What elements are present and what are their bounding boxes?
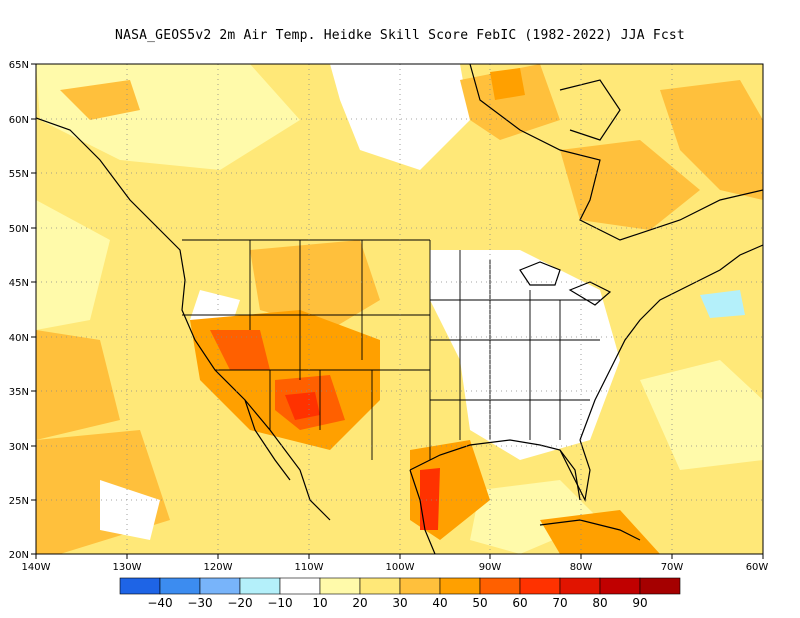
colorbar-label: 10	[312, 596, 328, 610]
colorbar-swatch	[359, 577, 401, 595]
lat-label: 60N	[9, 115, 29, 126]
lon-label: 110W	[295, 562, 324, 573]
colorbar-swatch	[519, 577, 561, 595]
colorbar-label: 20	[352, 596, 368, 610]
lon-label: 130W	[113, 562, 142, 573]
colorbar	[119, 577, 681, 595]
colorbar-swatch	[279, 577, 321, 595]
lon-label: 70W	[661, 562, 684, 573]
chart-title: NASA_GEOS5v2 2m Air Temp. Heidke Skill S…	[115, 28, 685, 43]
lon-label: 120W	[204, 562, 233, 573]
colorbar-swatch	[239, 577, 281, 595]
colorbar-label: 80	[592, 596, 608, 610]
colorbar-label: −10	[267, 596, 293, 610]
lat-label: 55N	[9, 169, 29, 180]
colorbar-swatch	[119, 577, 161, 595]
lat-label: 40N	[9, 333, 29, 344]
lon-labels: 140W 130W 120W 110W 100W 90W 80W 70W 60W	[22, 562, 769, 573]
graticule	[36, 64, 763, 554]
colorbar-label: −40	[147, 596, 173, 610]
lat-label: 50N	[9, 224, 29, 235]
colorbar-label: 40	[432, 596, 448, 610]
lon-label: 140W	[22, 562, 51, 573]
lon-label: 80W	[570, 562, 593, 573]
lon-label: 100W	[386, 562, 415, 573]
lon-label: 90W	[479, 562, 502, 573]
colorbar-label: 50	[472, 596, 488, 610]
tick-marks	[31, 63, 764, 559]
colorbar-swatch	[479, 577, 521, 595]
colorbar-swatch	[159, 577, 201, 595]
skill-field	[36, 64, 763, 554]
lat-label: 35N	[9, 387, 29, 398]
colorbar-swatch	[439, 577, 481, 595]
lat-label: 65N	[9, 60, 29, 71]
colorbar-label: 70	[552, 596, 568, 610]
colorbar-swatch	[639, 577, 681, 595]
state-borders	[182, 239, 600, 460]
coastlines	[36, 64, 763, 554]
colorbar-label: −30	[187, 596, 213, 610]
colorbar-swatch	[199, 577, 241, 595]
lat-labels: 20N 25N 30N 35N 40N 45N 50N 55N 60N 65N	[9, 60, 29, 561]
lat-label: 45N	[9, 278, 29, 289]
colorbar-label: 60	[512, 596, 528, 610]
colorbar-label: 30	[392, 596, 408, 610]
colorbar-label: 90	[632, 596, 648, 610]
colorbar-label: −20	[227, 596, 253, 610]
lon-label: 60W	[746, 562, 769, 573]
colorbar-swatch	[319, 577, 361, 595]
colorbar-swatch	[399, 577, 441, 595]
colorbar-swatch	[599, 577, 641, 595]
colorbar-swatch	[559, 577, 601, 595]
lat-label: 20N	[9, 550, 29, 561]
lat-label: 30N	[9, 442, 29, 453]
lat-label: 25N	[9, 496, 29, 507]
